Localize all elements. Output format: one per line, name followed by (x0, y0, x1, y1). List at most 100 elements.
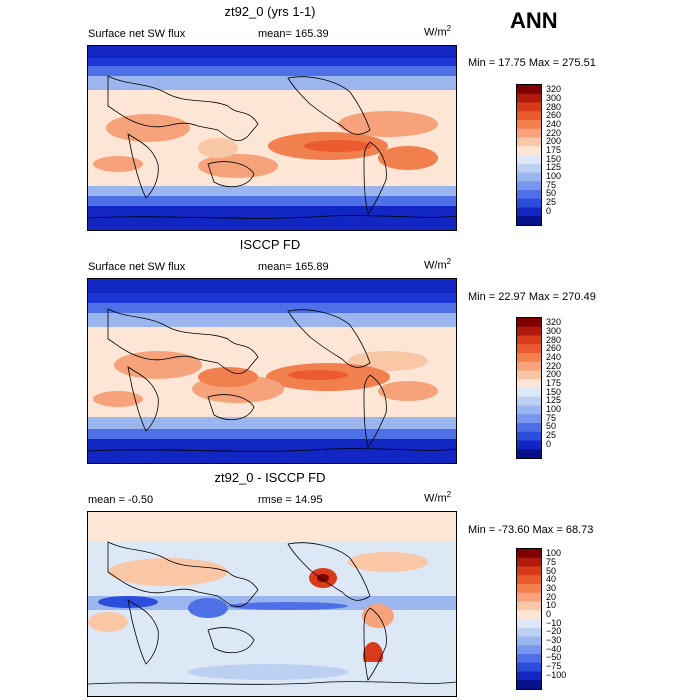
colorbar-swatch (517, 370, 541, 380)
panel-1-map-svg (88, 46, 456, 230)
colorbar-swatch (517, 627, 541, 637)
cb3-label: −20 (546, 626, 562, 636)
cb1-label: 75 (546, 180, 557, 190)
panel-1-colorbar-svg (517, 85, 541, 225)
panel-1-units: W/m2 (424, 24, 452, 39)
colorbar-swatch (517, 163, 541, 173)
cb1-label: 300 (546, 93, 562, 103)
colorbar-swatch (517, 423, 541, 433)
cb1-label: 175 (546, 145, 562, 155)
cb2-label: 300 (546, 326, 562, 336)
panel-1-mean: mean= 165.39 (258, 28, 329, 40)
colorbar-swatch (517, 361, 541, 371)
colorbar-swatch (517, 111, 541, 121)
colorbar-swatch (517, 575, 541, 585)
panel-1-colorbar-labels: 320 300 280 260 240 220 200 175 150 125 … (546, 84, 586, 224)
panel-1-title: zt92_0 (yrs 1-1) (224, 4, 316, 19)
colorbar-swatch (517, 216, 541, 225)
cb1-label: 25 (546, 197, 557, 207)
cb1-label: 125 (546, 162, 562, 172)
panel-2-minmax: Min = 22.97 Max = 270.49 (468, 291, 596, 303)
panel-3-rmse: rmse = 14.95 (258, 494, 323, 506)
cb2-label: 175 (546, 378, 562, 388)
cb3-label: 50 (546, 566, 557, 576)
cb2-label: 240 (546, 352, 562, 362)
cb1-label: 100 (546, 171, 562, 181)
panel-2-title: ISCCP FD (239, 237, 301, 252)
colorbar-swatch (517, 102, 541, 112)
panel-3-map-svg (88, 512, 456, 696)
cb3-label: 20 (546, 592, 557, 602)
cb2-label: 25 (546, 430, 557, 440)
cb3-label: 0 (546, 609, 552, 619)
cb3-label: −40 (546, 644, 562, 654)
colorbar-swatch (517, 431, 541, 441)
panel-3-colorbar-labels: 100 75 50 40 30 20 10 0 −10 −20 −30 −40 … (546, 548, 586, 688)
panel-2-colorbar-labels: 320 300 280 260 240 220 200 175 150 125 … (546, 317, 586, 457)
panel-1-minmax: Min = 17.75 Max = 275.51 (468, 57, 596, 69)
panel-3-title: zt92_0 - ISCCP FD (214, 470, 326, 485)
cb3-label: 10 (546, 600, 557, 610)
panel-1-colorbar (516, 84, 542, 226)
cb1-label: 50 (546, 188, 557, 198)
colorbar-swatch (517, 557, 541, 567)
colorbar-swatch (517, 93, 541, 103)
panel-2-map (87, 278, 457, 464)
cb2-label: 320 (546, 317, 562, 327)
cb3-label: 100 (546, 548, 562, 558)
cb1-label: 150 (546, 154, 562, 164)
cb1-label: 200 (546, 136, 562, 146)
colorbar-swatch (517, 449, 541, 458)
colorbar-swatch (517, 344, 541, 354)
cb1-label: 240 (546, 119, 562, 129)
panel-2-map-svg (88, 279, 456, 463)
cb1-label: 260 (546, 110, 562, 120)
colorbar-swatch (517, 619, 541, 629)
cb1-label: 220 (546, 128, 562, 138)
colorbar-swatch (517, 207, 541, 217)
panel-3-units: W/m2 (424, 490, 452, 505)
panel-1-map (87, 45, 457, 231)
panel-1-field-label: Surface net SW flux (88, 28, 186, 40)
cb3-label: −50 (546, 652, 562, 662)
colorbar-swatch (517, 610, 541, 620)
colorbar-swatch (517, 414, 541, 424)
cb3-label: −100 (546, 670, 567, 680)
cb2-label: 150 (546, 387, 562, 397)
colorbar-swatch (517, 137, 541, 147)
cb2-label: 260 (546, 343, 562, 353)
panel-2-colorbar-svg (517, 318, 541, 458)
cb2-label: 50 (546, 421, 557, 431)
colorbar-swatch (517, 155, 541, 165)
cb3-label: 40 (546, 574, 557, 584)
panel-2-colorbar (516, 317, 542, 459)
panel-3-colorbar (516, 548, 542, 690)
cb2-label: 100 (546, 404, 562, 414)
panel-2-field-label: Surface net SW flux (88, 261, 186, 273)
colorbar-swatch (517, 645, 541, 655)
colorbar-swatch (517, 440, 541, 450)
cb1-label: 320 (546, 84, 562, 94)
panel-3-map (87, 511, 457, 697)
colorbar-swatch (517, 172, 541, 182)
colorbar-swatch (517, 601, 541, 611)
cb2-label: 200 (546, 369, 562, 379)
colorbar-swatch (517, 584, 541, 594)
colorbar-swatch (517, 335, 541, 345)
colorbar-swatch (517, 198, 541, 208)
cb2-label: 280 (546, 335, 562, 345)
colorbar-swatch (517, 120, 541, 130)
colorbar-swatch (517, 396, 541, 406)
colorbar-swatch (517, 405, 541, 415)
colorbar-swatch (517, 353, 541, 363)
colorbar-swatch (517, 671, 541, 681)
panel-3-mean: mean = -0.50 (88, 494, 154, 506)
season-label: ANN (510, 8, 558, 33)
cb3-label: 30 (546, 583, 557, 593)
colorbar-swatch (517, 592, 541, 602)
colorbar-swatch (517, 388, 541, 398)
colorbar-swatch (517, 190, 541, 200)
colorbar-swatch (517, 181, 541, 191)
cb3-label: −10 (546, 618, 562, 628)
cb2-label: 75 (546, 413, 557, 423)
